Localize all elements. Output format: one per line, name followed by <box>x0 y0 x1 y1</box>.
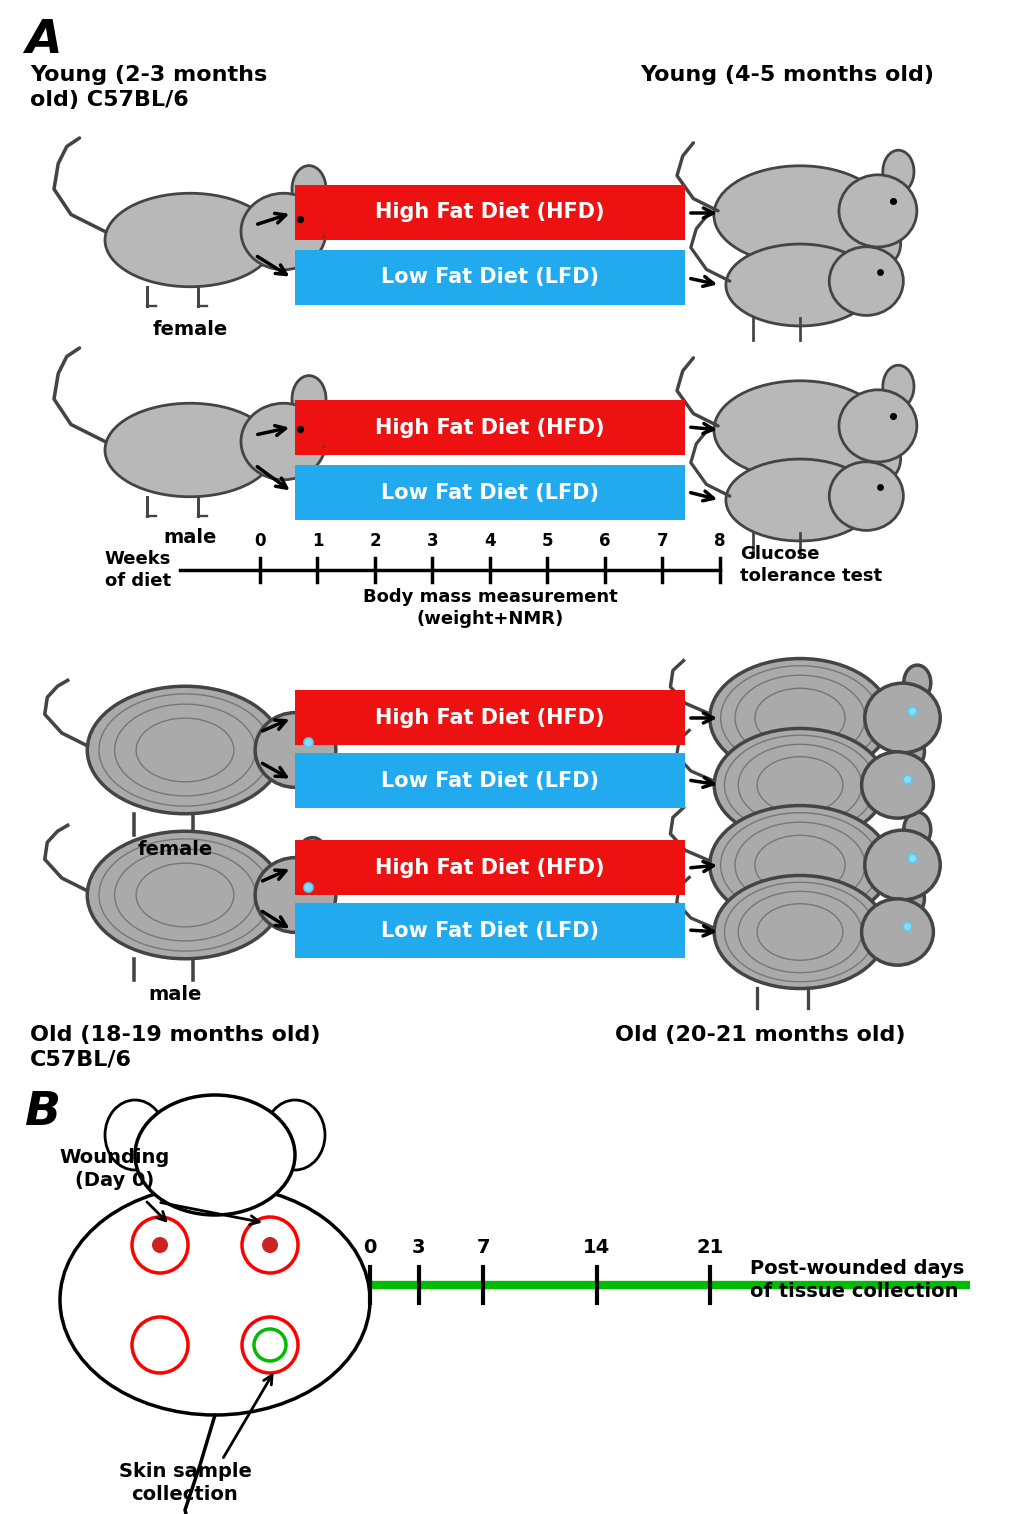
FancyBboxPatch shape <box>294 250 685 304</box>
FancyBboxPatch shape <box>294 465 685 519</box>
Text: Post-wounded days
of tissue collection: Post-wounded days of tissue collection <box>749 1258 963 1301</box>
Text: B: B <box>25 1090 61 1136</box>
Text: Low Fat Diet (LFD): Low Fat Diet (LFD) <box>381 268 598 288</box>
Text: Low Fat Diet (LFD): Low Fat Diet (LFD) <box>381 921 598 940</box>
Text: 5: 5 <box>541 531 552 550</box>
Ellipse shape <box>864 830 940 899</box>
Ellipse shape <box>105 194 275 286</box>
Text: A: A <box>25 18 61 64</box>
Ellipse shape <box>105 1101 165 1170</box>
Ellipse shape <box>713 167 886 265</box>
Text: High Fat Diet (HFD): High Fat Diet (HFD) <box>375 857 604 878</box>
Ellipse shape <box>828 462 903 530</box>
FancyBboxPatch shape <box>294 902 685 958</box>
Ellipse shape <box>105 403 275 497</box>
Ellipse shape <box>709 659 890 778</box>
Ellipse shape <box>726 244 873 326</box>
Ellipse shape <box>713 382 886 480</box>
Ellipse shape <box>861 752 932 818</box>
Ellipse shape <box>298 837 327 877</box>
Ellipse shape <box>88 831 282 958</box>
Ellipse shape <box>291 165 326 212</box>
Ellipse shape <box>88 686 282 813</box>
Ellipse shape <box>713 875 884 989</box>
Ellipse shape <box>870 439 900 478</box>
Ellipse shape <box>882 150 913 192</box>
Ellipse shape <box>713 728 884 842</box>
FancyBboxPatch shape <box>294 690 685 745</box>
FancyBboxPatch shape <box>294 400 685 456</box>
Ellipse shape <box>870 224 900 263</box>
Circle shape <box>152 1237 168 1254</box>
Text: Body mass measurement
(weight+NMR): Body mass measurement (weight+NMR) <box>363 587 616 628</box>
Text: 7: 7 <box>476 1238 489 1257</box>
Text: Wounding
(Day 0): Wounding (Day 0) <box>60 1148 170 1190</box>
Text: female: female <box>152 319 227 339</box>
Text: 8: 8 <box>713 531 726 550</box>
FancyBboxPatch shape <box>294 840 685 895</box>
Ellipse shape <box>864 683 940 752</box>
Text: Glucose
tolerance test: Glucose tolerance test <box>739 545 881 584</box>
Ellipse shape <box>903 665 930 701</box>
Text: 14: 14 <box>583 1238 609 1257</box>
Text: male: male <box>148 986 202 1004</box>
Text: Low Fat Diet (LFD): Low Fat Diet (LFD) <box>381 483 598 503</box>
Ellipse shape <box>898 881 923 916</box>
Text: male: male <box>163 528 216 547</box>
Text: Skin sample
collection: Skin sample collection <box>118 1463 252 1505</box>
FancyBboxPatch shape <box>294 752 685 808</box>
Text: Young (4-5 months old): Young (4-5 months old) <box>639 65 933 85</box>
Text: Weeks
of diet: Weeks of diet <box>105 550 171 590</box>
Text: 1: 1 <box>312 531 323 550</box>
Text: 7: 7 <box>656 531 667 550</box>
Text: 3: 3 <box>412 1238 425 1257</box>
Ellipse shape <box>135 1095 294 1216</box>
Ellipse shape <box>240 403 326 480</box>
Ellipse shape <box>838 389 916 462</box>
Text: Low Fat Diet (LFD): Low Fat Diet (LFD) <box>381 771 598 790</box>
FancyBboxPatch shape <box>294 185 685 241</box>
Ellipse shape <box>898 734 923 768</box>
Text: High Fat Diet (HFD): High Fat Diet (HFD) <box>375 203 604 223</box>
Ellipse shape <box>60 1185 370 1416</box>
Text: Young (2-3 months
old) C57BL/6: Young (2-3 months old) C57BL/6 <box>30 65 267 111</box>
Ellipse shape <box>828 247 903 315</box>
Text: 2: 2 <box>369 531 380 550</box>
Text: 6: 6 <box>599 531 610 550</box>
Ellipse shape <box>255 713 335 787</box>
Ellipse shape <box>709 805 890 925</box>
Ellipse shape <box>298 692 327 731</box>
Text: Old (20-21 months old): Old (20-21 months old) <box>614 1025 905 1045</box>
Ellipse shape <box>903 812 930 848</box>
Text: Old (18-19 months old)
C57BL/6: Old (18-19 months old) C57BL/6 <box>30 1025 320 1070</box>
Text: 0: 0 <box>254 531 266 550</box>
Ellipse shape <box>882 365 913 407</box>
Ellipse shape <box>861 899 932 964</box>
Text: 21: 21 <box>696 1238 722 1257</box>
Text: High Fat Diet (HFD): High Fat Diet (HFD) <box>375 707 604 728</box>
Text: 3: 3 <box>426 531 438 550</box>
Circle shape <box>262 1237 278 1254</box>
Text: 4: 4 <box>484 531 495 550</box>
Text: female: female <box>138 840 212 858</box>
Ellipse shape <box>255 857 335 933</box>
Text: High Fat Diet (HFD): High Fat Diet (HFD) <box>375 418 604 438</box>
Text: 0: 0 <box>363 1238 376 1257</box>
Ellipse shape <box>240 194 326 269</box>
Ellipse shape <box>265 1101 325 1170</box>
Ellipse shape <box>838 174 916 247</box>
Ellipse shape <box>291 375 326 422</box>
Ellipse shape <box>726 459 873 540</box>
